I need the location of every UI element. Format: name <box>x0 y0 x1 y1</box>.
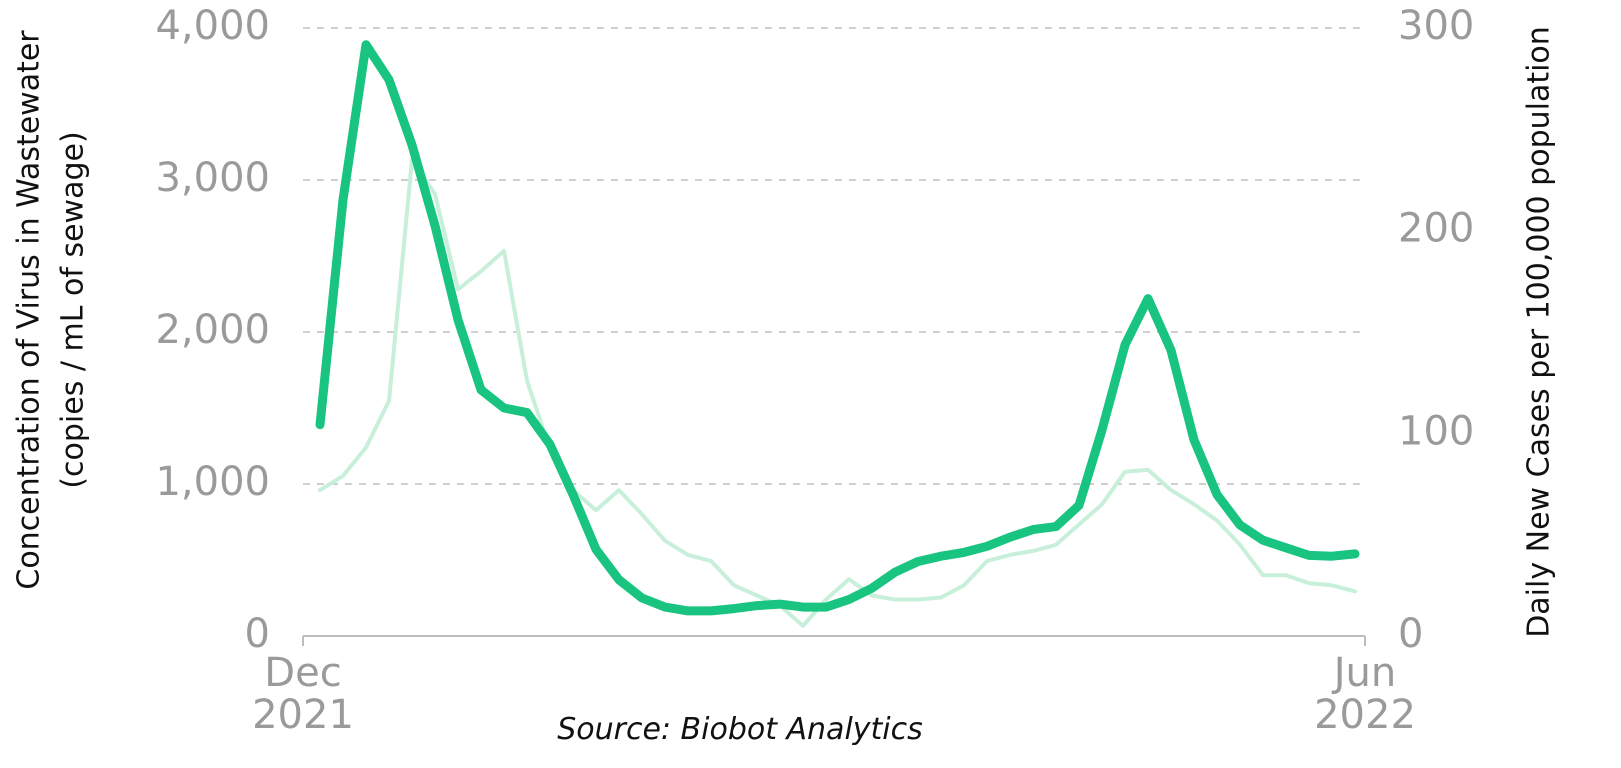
x-tick-label: Dec 2021 <box>252 650 354 738</box>
y-tick-label: 0 <box>245 611 270 657</box>
x-tick-label: Jun 2022 <box>1314 650 1416 738</box>
y2-tick-label: 300 <box>1398 3 1474 49</box>
y-tick-label: 2,000 <box>155 307 270 353</box>
y2-tick-label: 200 <box>1398 206 1474 252</box>
series-line <box>315 40 1360 616</box>
series-line <box>318 157 1357 628</box>
y-axis-label: (copies / mL of sewage) <box>56 131 91 488</box>
y-tick-label: 1,000 <box>155 459 270 505</box>
source: Source: Biobot Analytics <box>557 712 923 747</box>
y-tick-label: 4,000 <box>155 3 270 49</box>
y2-tick-label: 100 <box>1398 408 1474 454</box>
y2-axis-label: Daily New Cases per 100,000 population <box>1522 26 1557 638</box>
y-axis-label: Concentration of Virus in Wastewater <box>12 30 47 590</box>
y2-tick-label: 0 <box>1398 611 1423 657</box>
y-tick-label: 3,000 <box>155 155 270 201</box>
